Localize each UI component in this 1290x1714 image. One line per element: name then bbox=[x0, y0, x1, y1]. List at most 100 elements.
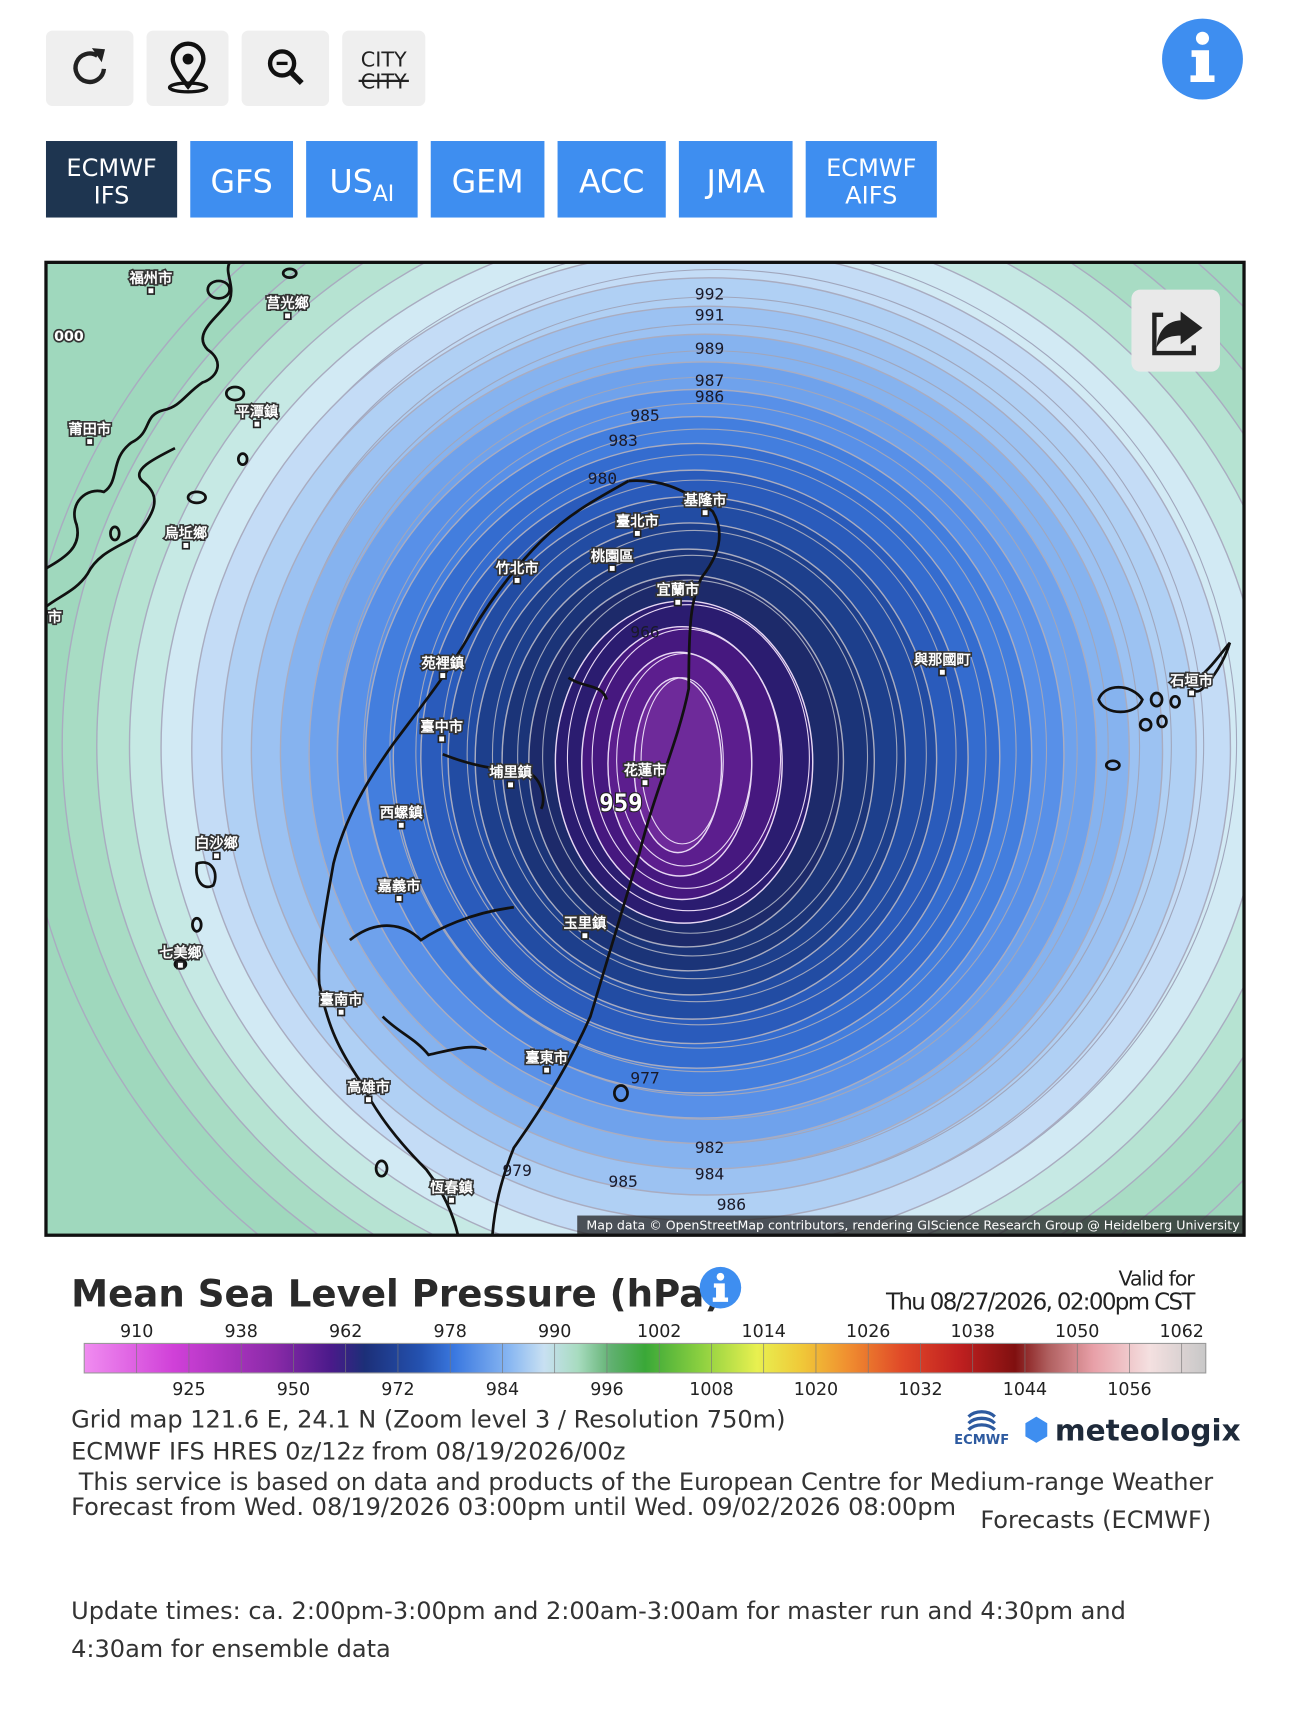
city-marker bbox=[437, 734, 446, 744]
city-label: 玉里鎮 bbox=[564, 914, 607, 932]
contour-label: 980 bbox=[588, 469, 618, 488]
scale-label: 910 bbox=[120, 1322, 153, 1342]
tab-label-text: GEM bbox=[452, 164, 524, 200]
service-line: This service is based on data and produc… bbox=[71, 1468, 1213, 1496]
scale-label: 938 bbox=[225, 1322, 258, 1342]
run-info: ECMWF IFS HRES 0z/12z from 08/19/2026/00… bbox=[71, 1437, 625, 1465]
tab-label-text: US bbox=[330, 164, 373, 200]
contour-label: 979 bbox=[502, 1161, 532, 1180]
scale-label: 990 bbox=[538, 1322, 571, 1342]
city-marker bbox=[608, 564, 617, 573]
legend-info-button[interactable] bbox=[699, 1266, 742, 1309]
model-tab[interactable]: JMA bbox=[678, 141, 793, 218]
tab-label-text: GFS bbox=[210, 164, 272, 200]
scale-label: 1020 bbox=[794, 1380, 838, 1400]
city-marker bbox=[283, 311, 292, 321]
city-label: 高雄市 bbox=[347, 1078, 390, 1096]
city-label: 平潭鎮 bbox=[236, 402, 279, 420]
tab-label-text: ACC bbox=[579, 164, 644, 200]
city-label: 與那國町 bbox=[914, 651, 971, 669]
city-label: 西螺鎮 bbox=[380, 804, 423, 822]
scale-label: 1056 bbox=[1107, 1380, 1151, 1400]
update-note: Update times: ca. 2:00pm-3:00pm and 2:00… bbox=[71, 1597, 1126, 1625]
refresh-button[interactable] bbox=[45, 30, 134, 107]
scale-label: 950 bbox=[277, 1380, 310, 1400]
city-label: 嘉義市 bbox=[377, 877, 421, 895]
city-marker bbox=[212, 851, 221, 861]
tab-label: IFS bbox=[94, 181, 130, 209]
color-scale-labels: 910 925 938 950 962 972 978 984 990 996 1002 1008 10… bbox=[120, 1322, 1204, 1400]
isobar bbox=[542, 579, 839, 934]
city-label: 基隆市 bbox=[683, 491, 727, 509]
city-marker bbox=[513, 576, 522, 585]
scale-label: 1008 bbox=[689, 1380, 733, 1400]
tab-background bbox=[306, 141, 418, 218]
contour-label: 983 bbox=[608, 431, 638, 450]
ecmwf-logo-text: ECMWF bbox=[954, 1433, 1009, 1448]
contour-label: 985 bbox=[630, 406, 660, 425]
city-marker bbox=[633, 529, 642, 538]
city-label: 市 bbox=[48, 608, 62, 626]
isobar bbox=[363, 402, 1048, 1097]
model-tab[interactable]: GFS bbox=[190, 141, 294, 218]
isobar bbox=[517, 554, 869, 957]
tab-label: GEM bbox=[452, 164, 524, 200]
contour-label: 966 bbox=[630, 622, 660, 641]
zoom-out-button[interactable] bbox=[241, 30, 330, 107]
contour-label: 986 bbox=[695, 387, 725, 406]
tab-label: GFS bbox=[210, 164, 272, 200]
isobar bbox=[491, 529, 898, 980]
scale-label: 1038 bbox=[950, 1322, 994, 1342]
location-button[interactable] bbox=[146, 30, 229, 107]
city-label: 宜蘭市 bbox=[656, 581, 699, 599]
scale-label: 1044 bbox=[1003, 1380, 1047, 1400]
contour-label: 992 bbox=[695, 285, 725, 304]
city-label: 恆春鎮 bbox=[430, 1179, 473, 1197]
city-marker bbox=[1187, 688, 1196, 698]
pressure-contours bbox=[45, 262, 1245, 1236]
scale-label: 996 bbox=[590, 1380, 623, 1400]
city-label: 烏坵鄉 bbox=[165, 524, 208, 542]
city-marker bbox=[506, 780, 515, 789]
tab-background bbox=[557, 141, 666, 218]
city-label: 莒光鄉 bbox=[266, 294, 309, 312]
isobar bbox=[415, 454, 987, 1049]
city-label: 石垣市 bbox=[1169, 671, 1213, 689]
city-marker bbox=[580, 931, 589, 940]
city-marker bbox=[438, 671, 447, 680]
contour-label: 987 bbox=[695, 371, 725, 390]
city-label: 福州市 bbox=[129, 269, 173, 287]
share-button[interactable] bbox=[1131, 289, 1220, 372]
model-tab[interactable]: ACC bbox=[557, 141, 666, 218]
valid-label: Valid for bbox=[1118, 1267, 1195, 1291]
valid-time: Thu 08/27/2026, 02:00pm CST bbox=[885, 1290, 1196, 1316]
city-label: 臺北市 bbox=[616, 512, 659, 530]
city-marker bbox=[337, 1008, 346, 1017]
contour-label: 977 bbox=[630, 1068, 660, 1087]
legend: Mean Sea Level Pressure (hPa) Valid for … bbox=[71, 1266, 1207, 1400]
tab-label: AIFS bbox=[845, 181, 897, 209]
city-marker bbox=[542, 1066, 551, 1075]
city-label: 臺中市 bbox=[420, 717, 463, 735]
scale-label: 1062 bbox=[1159, 1322, 1203, 1342]
scale-label: 1032 bbox=[898, 1380, 942, 1400]
tab-label: ECMWF bbox=[66, 154, 156, 182]
city-label: 苑裡鎮 bbox=[421, 654, 464, 672]
model-tab[interactable]: GEM bbox=[430, 141, 545, 218]
tab-background bbox=[190, 141, 294, 218]
model-tab[interactable]: USAI bbox=[306, 141, 418, 218]
city-marker bbox=[364, 1095, 373, 1104]
city-label: 桃園區 bbox=[591, 547, 634, 565]
tab-label: ACC bbox=[579, 164, 644, 200]
update-note: 4:30am for ensemble data bbox=[71, 1635, 391, 1663]
info-button[interactable] bbox=[1162, 18, 1243, 100]
city-label: 埔里鎮 bbox=[489, 763, 532, 781]
contour-label: 959 bbox=[599, 789, 642, 817]
city-label: 七美鄉 bbox=[159, 944, 202, 962]
contour-label: 984 bbox=[695, 1164, 725, 1183]
city-button[interactable]: CITY CITY bbox=[342, 30, 426, 107]
